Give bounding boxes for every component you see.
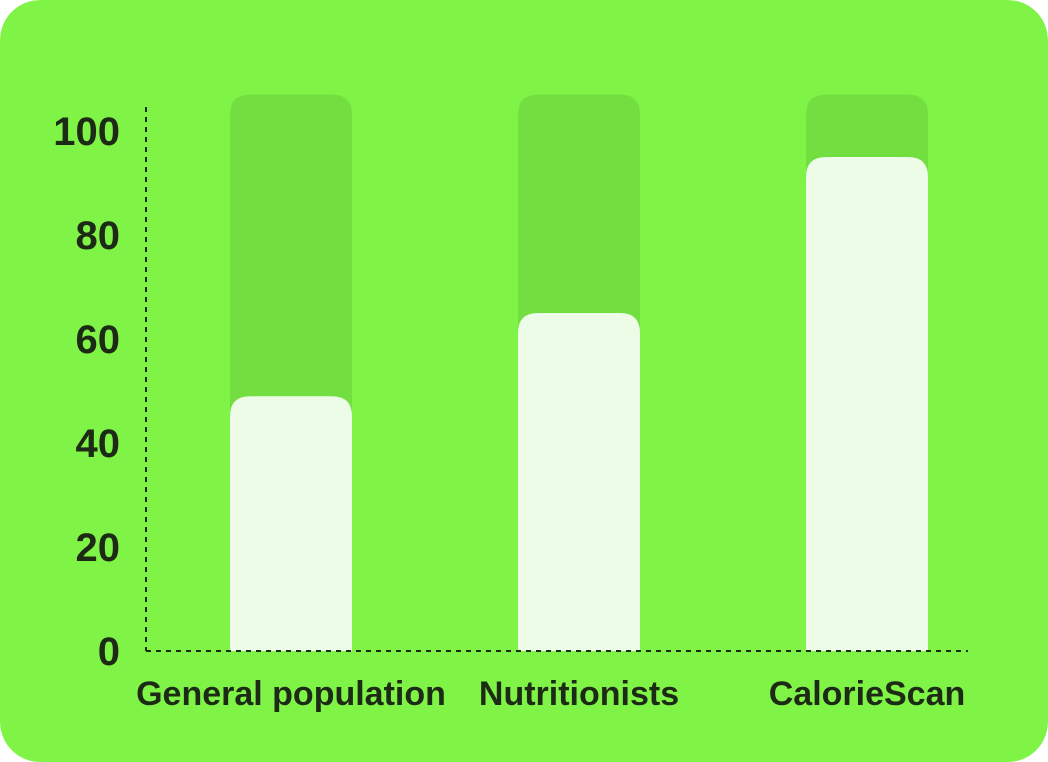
bars (230, 157, 928, 651)
bar (806, 157, 928, 651)
y-tick-label: 60 (76, 318, 121, 362)
x-tick-label: General population (136, 675, 446, 713)
y-tick-label: 0 (98, 630, 120, 674)
y-tick-label: 40 (76, 422, 121, 466)
y-tick-label: 20 (76, 526, 121, 570)
x-tick-label: Nutritionists (479, 675, 679, 713)
y-tick-label: 100 (53, 110, 120, 154)
bar (518, 313, 640, 651)
y-tick-labels: 0 20 40 60 80 100 (53, 110, 120, 674)
x-category-labels: General population Nutritionists CalorieSc… (136, 675, 965, 713)
y-tick-label: 80 (76, 214, 121, 258)
bar (230, 396, 352, 651)
x-tick-label: CalorieScan (769, 675, 966, 713)
